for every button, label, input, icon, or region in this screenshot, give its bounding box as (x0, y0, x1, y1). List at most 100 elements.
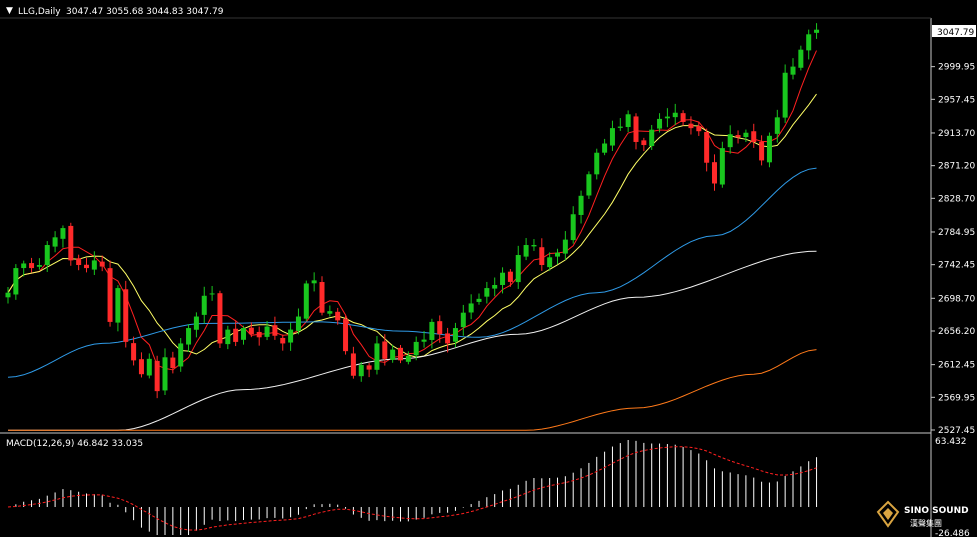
bear-candle (272, 325, 278, 336)
bear-candle (335, 311, 341, 321)
bull-candle (60, 228, 66, 239)
bull-candle (806, 34, 812, 51)
bear-candle (382, 341, 388, 359)
bull-candle (288, 329, 294, 343)
bull-candle (555, 252, 560, 257)
bear-candle (696, 125, 702, 132)
bull-candle (178, 343, 184, 367)
bull-candle (225, 329, 231, 345)
bear-candle (688, 123, 694, 129)
bear-candle (29, 263, 35, 269)
macd-max-label: 63.432 (935, 437, 967, 447)
bull-candle (602, 143, 608, 153)
bull-candle (657, 118, 663, 129)
macd-signal-line (7, 446, 817, 531)
price-tick-label: 2913.70 (938, 129, 975, 139)
bear-candle (680, 113, 686, 122)
bull-candle (798, 49, 804, 68)
bull-candle (429, 321, 435, 340)
sino-sound-watermark: SINO SOUND 漢聲集團 (876, 500, 969, 528)
bear-candle (76, 258, 82, 266)
bull-candle (193, 316, 199, 330)
ma-fast-line (7, 50, 817, 371)
bull-candle (719, 148, 725, 185)
bull-candle (36, 265, 42, 267)
bear-candle (507, 271, 513, 282)
bear-candle (248, 327, 254, 335)
bull-candle (52, 237, 58, 247)
bull-candle (672, 112, 678, 118)
bull-candle (162, 357, 168, 391)
ma-medium-line (7, 93, 817, 358)
bull-candle (201, 295, 207, 315)
bear-candle (398, 347, 403, 361)
bull-candle (91, 260, 97, 270)
bull-candle (115, 288, 121, 323)
bear-candle (366, 365, 372, 370)
price-axis-ticks: 2999.95 2957.45 2913.70 2871.20 2828.70 2784.… (931, 63, 975, 436)
bull-candle (782, 72, 788, 118)
price-tick-label: 2999.95 (938, 63, 975, 73)
price-tick-label: 2742.45 (938, 261, 975, 271)
bull-candle (570, 214, 576, 241)
bull-candle (13, 268, 19, 295)
bull-candle (421, 339, 427, 342)
bear-candle (735, 135, 741, 138)
price-tick-label: 2784.95 (938, 228, 975, 238)
bear-candle (350, 353, 356, 376)
bull-candle (186, 328, 192, 345)
bull-candle (562, 239, 568, 254)
bear-candle (539, 247, 545, 266)
ma-orange-line (8, 349, 817, 431)
bull-candle (358, 364, 364, 377)
bear-candle (343, 319, 349, 352)
current-price-marker: 3047.79 (932, 25, 976, 38)
bull-candle (727, 134, 733, 148)
bull-candle (311, 280, 317, 284)
bull-candle (327, 311, 333, 314)
bull-candle (209, 293, 215, 295)
bull-candle (531, 245, 537, 247)
bear-candle (131, 343, 137, 361)
bull-candle (814, 29, 820, 33)
bear-candle (712, 162, 717, 184)
bear-candle (256, 331, 262, 338)
bull-candle (476, 298, 482, 302)
bull-candle (500, 272, 506, 285)
bear-candle (280, 337, 286, 344)
watermark-subtitle: 漢聲集團 (910, 518, 942, 528)
price-tick-label: 2828.70 (938, 194, 975, 204)
bull-candle (766, 135, 772, 163)
bull-candle (44, 245, 50, 266)
bull-candle (484, 288, 490, 297)
bear-candle (99, 261, 105, 267)
bull-candle (390, 349, 396, 360)
watermark-brand: SINO SOUND (904, 506, 969, 516)
price-tick-label: 2527.45 (938, 426, 975, 436)
bull-candle (523, 245, 529, 257)
bear-candle (217, 293, 223, 344)
bear-candle (154, 360, 160, 392)
bull-candle (774, 117, 780, 134)
bull-candle (790, 66, 796, 75)
bear-candle (138, 359, 144, 375)
macd-min-label: -26.486 (935, 529, 970, 537)
moving-average-lines (7, 50, 817, 431)
bear-candle (233, 328, 239, 342)
bear-candle (437, 321, 443, 335)
bull-candle (492, 285, 498, 289)
bull-candle (405, 355, 411, 362)
bull-candle (743, 132, 749, 138)
bull-candle (295, 316, 301, 331)
price-tick-label: 2612.45 (938, 361, 975, 371)
bull-candle (264, 326, 270, 337)
ma-white-line (8, 250, 817, 431)
price-tick-label: 2871.20 (938, 162, 975, 172)
bull-candle (460, 312, 466, 328)
bull-candle (413, 341, 419, 356)
bear-candle (641, 140, 647, 146)
bull-candle (452, 328, 458, 342)
bull-candle (594, 152, 600, 175)
sino-sound-logo-icon (876, 500, 900, 528)
